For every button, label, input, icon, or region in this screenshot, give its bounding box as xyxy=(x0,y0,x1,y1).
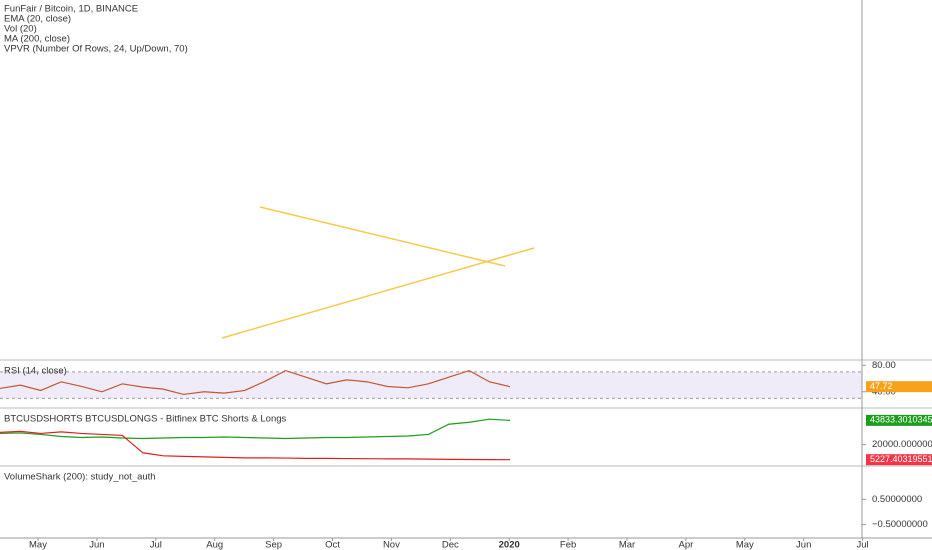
x-tick-label: Oct xyxy=(325,540,340,550)
trendline-lower xyxy=(221,247,535,339)
x-tick-label: Mar xyxy=(619,540,635,550)
x-tick-label: Jul xyxy=(150,540,162,550)
x-tick-label: Jun xyxy=(89,540,104,550)
indicator-legend: EMA (20, close) xyxy=(4,14,71,25)
symbol-title: FunFair / Bitcoin, 1D, BINANCE xyxy=(4,4,138,15)
x-tick-label: Feb xyxy=(560,540,576,550)
y-tick-label: −0.50000000 xyxy=(872,519,928,530)
indicator-line xyxy=(0,418,511,440)
pane-title: RSI (14, close) xyxy=(4,366,67,377)
value-tag: 43833.30103458 xyxy=(870,415,932,425)
x-tick-label: 2020 xyxy=(499,540,520,550)
x-tick-label: Jul xyxy=(857,540,869,550)
x-tick-label: Aug xyxy=(206,540,223,550)
x-tick-label: May xyxy=(29,540,47,550)
value-tag-bg xyxy=(866,414,932,426)
value-tag: 47.72 xyxy=(870,381,893,391)
value-tag-bg xyxy=(866,454,932,466)
x-tick-label: May xyxy=(736,540,754,550)
rsi-band xyxy=(0,371,862,399)
trendline-upper xyxy=(259,206,506,267)
x-tick-label: Nov xyxy=(383,540,400,550)
y-tick-label: 20000.00000000 xyxy=(872,439,932,450)
indicator-legend: VPVR (Number Of Rows, 24, Up/Down, 70) xyxy=(4,44,188,55)
indicator-legend: Vol (20) xyxy=(4,24,37,35)
y-tick-label: 0.50000000 xyxy=(872,494,922,505)
indicator-legend: MA (200, close) xyxy=(4,34,70,45)
value-tag-bg xyxy=(866,381,932,393)
x-tick-label: Sep xyxy=(265,540,282,550)
pane-title: BTCUSDSHORTS BTCUSDLONGS - Bitfinex BTC … xyxy=(4,414,287,425)
trendlines xyxy=(221,206,535,339)
x-tick-label: Apr xyxy=(679,540,694,550)
y-tick-label: 80.00 xyxy=(872,360,896,371)
pane-title: VolumeShark (200): study_not_auth xyxy=(4,472,156,483)
indicator-line xyxy=(0,369,511,396)
x-tick-label: Jun xyxy=(796,540,811,550)
value-tag: 5227.40319551 xyxy=(870,454,932,464)
x-tick-label: Dec xyxy=(442,540,459,550)
indicator-line xyxy=(0,430,511,461)
